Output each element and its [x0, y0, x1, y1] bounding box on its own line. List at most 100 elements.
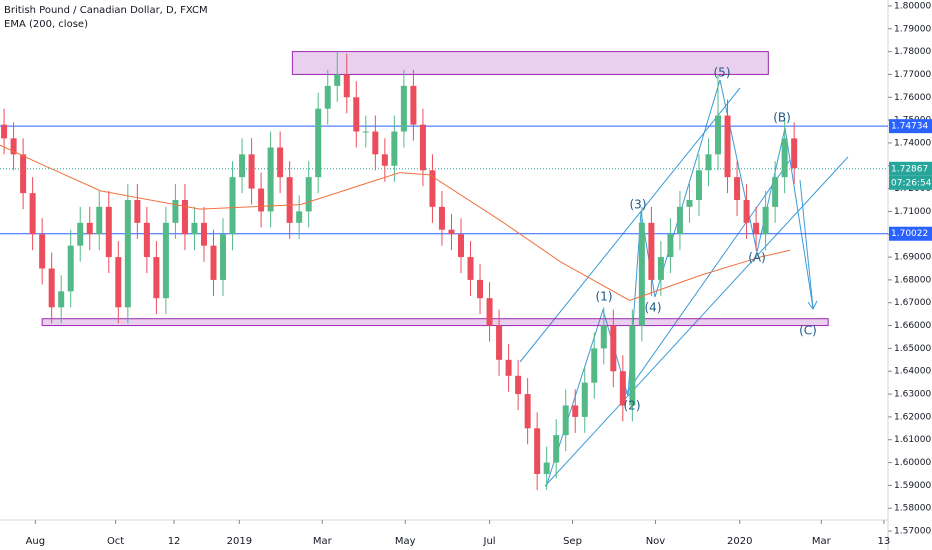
candle-body	[286, 177, 293, 223]
y-tick-label: 1.60000	[894, 458, 931, 468]
price-tag-label: 07:26:54	[891, 178, 932, 188]
candle-body	[505, 359, 512, 376]
candle-body	[77, 222, 84, 246]
candle-body	[343, 74, 350, 98]
candle-body	[581, 382, 588, 417]
candle-body	[58, 291, 65, 308]
candle-body	[324, 85, 331, 109]
candle-body	[10, 138, 17, 155]
candle-body	[419, 124, 426, 171]
indicator-legend: EMA (200, close)	[4, 19, 88, 30]
candle-body	[715, 115, 722, 155]
candle-body	[762, 206, 769, 235]
x-tick-label: Oct	[107, 536, 124, 547]
price-tag-label: 1.72867	[891, 164, 928, 174]
candle-body	[524, 394, 531, 429]
candle-body	[115, 257, 122, 308]
x-tick-label: May	[395, 536, 416, 547]
candle-body	[391, 131, 398, 166]
price-tag	[889, 226, 932, 241]
candle-body	[105, 206, 112, 258]
candle-body	[638, 222, 645, 326]
candle-body	[448, 229, 455, 235]
y-tick-label: 1.79000	[894, 24, 931, 34]
candle-body	[496, 325, 503, 360]
y-tick-label: 1.77000	[894, 70, 931, 80]
y-tick-label: 1.58000	[894, 504, 931, 514]
y-tick-label: 1.61000	[894, 435, 931, 445]
x-tick-label: Mar	[812, 536, 832, 547]
candle-body	[315, 108, 322, 178]
y-tick-label: 1.59000	[894, 481, 931, 491]
y-tick-label: 1.74000	[894, 138, 931, 148]
candle-body	[572, 405, 579, 417]
candle-body	[162, 222, 169, 299]
x-tick-label: Nov	[646, 536, 666, 547]
y-tick-label: 1.63000	[894, 390, 931, 400]
candle-body	[591, 348, 598, 383]
candle-body	[239, 154, 246, 178]
chart-title: British Pound / Canadian Dollar, D, FXCM	[4, 5, 208, 16]
candle-body	[400, 85, 407, 132]
candle-body	[610, 325, 617, 372]
candle-body	[553, 435, 560, 463]
x-tick-label: 2020	[727, 536, 752, 547]
candle-body	[191, 222, 198, 235]
candle-body	[305, 177, 312, 212]
candle-body	[438, 206, 445, 230]
candle-body	[124, 200, 131, 308]
candle-body	[543, 462, 550, 474]
wave-label: (A)	[748, 251, 766, 265]
zone	[291, 51, 769, 75]
y-tick-label: 1.68000	[894, 275, 931, 285]
y-tick-label: 1.69000	[894, 253, 931, 263]
candle-body	[629, 325, 636, 406]
price-tag	[889, 175, 932, 190]
candle-body	[724, 115, 731, 178]
zone	[41, 318, 829, 327]
candle-body	[258, 188, 265, 212]
price-tag-label: 1.70022	[891, 229, 928, 239]
candle-body	[20, 154, 27, 194]
wave-label: (5)	[714, 66, 731, 80]
ema-line	[0, 144, 791, 302]
candle-body	[153, 257, 160, 299]
y-tick-label: 1.65000	[894, 344, 931, 354]
candle-body	[248, 154, 255, 189]
candle-body	[619, 371, 626, 406]
candle-body	[372, 131, 379, 155]
candle-body	[600, 325, 607, 349]
candle-body	[686, 200, 693, 207]
x-tick-label: Mar	[313, 536, 333, 547]
candle-body	[648, 222, 655, 280]
wave-label: (3)	[630, 198, 647, 212]
candle-body	[562, 405, 569, 436]
price-tag	[889, 119, 932, 134]
candle-body	[172, 200, 179, 223]
candle-body	[277, 147, 284, 178]
candle-body	[781, 138, 788, 178]
candle-body	[667, 234, 674, 258]
candle-body	[515, 375, 522, 395]
candle-body	[791, 138, 798, 169]
candle-body	[467, 257, 474, 280]
candle-body	[86, 222, 93, 235]
candle-body	[477, 279, 484, 299]
x-tick-label: Sep	[563, 536, 582, 547]
candle-body	[705, 154, 712, 171]
candle-body	[410, 85, 417, 125]
x-tick-label: 2019	[227, 536, 252, 547]
candle-body	[381, 154, 388, 166]
price-tag-label: 1.74734	[891, 122, 928, 132]
candle-body	[210, 245, 217, 280]
trend-lines	[519, 79, 849, 488]
candle-body	[657, 257, 664, 280]
x-tick-label: Aug	[26, 536, 46, 547]
x-tick-label: Jul	[483, 536, 496, 547]
wave-label: (4)	[645, 301, 662, 315]
candle-body	[48, 268, 55, 308]
wave-label: (B)	[773, 111, 791, 125]
y-tick-label: 1.80000	[894, 1, 931, 11]
candle-body	[772, 177, 779, 207]
